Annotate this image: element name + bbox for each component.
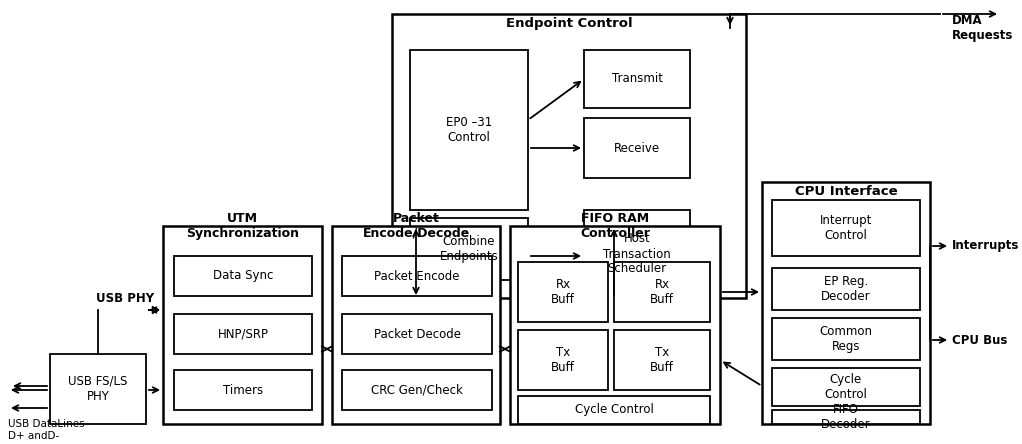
- Bar: [162, 226, 322, 424]
- Bar: [772, 268, 920, 310]
- Text: Receive: Receive: [614, 142, 660, 155]
- Text: Tx
Buff: Tx Buff: [551, 346, 575, 374]
- Bar: [518, 262, 608, 322]
- Text: FIFO RAM
Controller: FIFO RAM Controller: [580, 212, 650, 240]
- Bar: [174, 256, 312, 296]
- Bar: [518, 330, 608, 390]
- Text: CRC Gen/Check: CRC Gen/Check: [371, 384, 463, 396]
- Bar: [342, 370, 492, 410]
- Bar: [772, 410, 920, 424]
- Text: UTM
Synchronization: UTM Synchronization: [186, 212, 299, 240]
- Text: HNP/SRP: HNP/SRP: [218, 328, 269, 341]
- Bar: [510, 226, 721, 424]
- Text: Rx
Buff: Rx Buff: [650, 278, 673, 306]
- Text: Interrupt
Control: Interrupt Control: [820, 214, 872, 242]
- Bar: [392, 14, 746, 298]
- Bar: [174, 370, 312, 410]
- Text: CPU Interface: CPU Interface: [795, 186, 897, 198]
- Bar: [174, 314, 312, 354]
- Text: USB DataLines
D+ andD-: USB DataLines D+ andD-: [8, 419, 85, 441]
- Text: DMA
Requests: DMA Requests: [953, 14, 1014, 42]
- Text: EP Reg.
Decoder: EP Reg. Decoder: [822, 275, 871, 303]
- Text: Packet Encode: Packet Encode: [374, 270, 460, 282]
- Text: Common
Regs: Common Regs: [820, 325, 873, 353]
- Bar: [410, 218, 528, 280]
- Text: USB FS/LS
PHY: USB FS/LS PHY: [68, 375, 128, 403]
- Bar: [762, 182, 930, 424]
- Bar: [342, 314, 492, 354]
- Text: Cycle
Control: Cycle Control: [825, 373, 868, 401]
- Text: Cycle Control: Cycle Control: [574, 404, 653, 416]
- Bar: [772, 200, 920, 256]
- Text: EP0 –31
Control: EP0 –31 Control: [446, 116, 493, 144]
- Text: Packet
Encode/Decode: Packet Encode/Decode: [363, 212, 470, 240]
- Text: Host
Transaction
Scheduler: Host Transaction Scheduler: [603, 233, 670, 275]
- Text: Transmit: Transmit: [611, 72, 662, 86]
- Text: FIFO
Decoder: FIFO Decoder: [822, 403, 871, 431]
- Text: Combine
Endpoints: Combine Endpoints: [439, 235, 499, 263]
- Bar: [584, 118, 690, 178]
- Text: Rx
Buff: Rx Buff: [551, 278, 575, 306]
- Bar: [614, 330, 710, 390]
- Bar: [332, 226, 500, 424]
- Bar: [410, 50, 528, 210]
- Text: Packet Decode: Packet Decode: [373, 328, 461, 341]
- Text: Endpoint Control: Endpoint Control: [506, 17, 633, 31]
- Bar: [772, 318, 920, 360]
- Bar: [614, 262, 710, 322]
- Bar: [772, 368, 920, 406]
- Text: Tx
Buff: Tx Buff: [650, 346, 673, 374]
- Text: CPU Bus: CPU Bus: [953, 333, 1008, 346]
- Bar: [584, 210, 690, 298]
- Bar: [50, 354, 146, 424]
- Text: Data Sync: Data Sync: [213, 270, 273, 282]
- Text: Interrupts: Interrupts: [953, 239, 1019, 253]
- Bar: [518, 396, 710, 424]
- Bar: [584, 50, 690, 108]
- Bar: [342, 256, 492, 296]
- Text: Timers: Timers: [223, 384, 263, 396]
- Text: USB PHY: USB PHY: [96, 292, 154, 305]
